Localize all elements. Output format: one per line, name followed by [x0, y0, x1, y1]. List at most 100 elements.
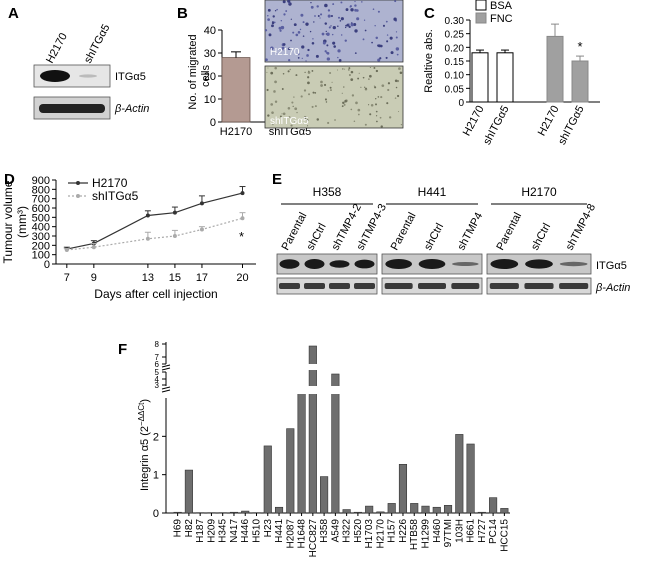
- cell-speck: [292, 31, 295, 34]
- cell-speck: [364, 29, 367, 32]
- cell-speck: [371, 41, 373, 44]
- cell-speck: [395, 86, 398, 89]
- cell-speck: [274, 100, 278, 103]
- y-axis-label-close: ): [139, 399, 151, 403]
- cell-speck: [288, 116, 291, 119]
- x-tick-label: H345: [218, 519, 229, 543]
- cell-speck: [394, 79, 398, 83]
- x-tick-label: 20: [236, 272, 248, 284]
- cell-speck: [343, 86, 345, 88]
- x-tick-label: H358: [319, 519, 330, 543]
- cell-speck: [294, 107, 298, 111]
- micrograph-label-h2170: H2170: [270, 47, 300, 58]
- cell-speck: [267, 8, 271, 12]
- x-tick-label: HTB58: [409, 519, 420, 551]
- band-itga5: [525, 259, 553, 269]
- cell-speck: [287, 0, 291, 3]
- cell-speck: [387, 82, 391, 85]
- cell-speck: [357, 77, 360, 80]
- cell-speck: [300, 13, 304, 17]
- cell-speck: [388, 116, 392, 119]
- cell-speck: [326, 57, 331, 61]
- bar-bsa-1: [496, 52, 514, 103]
- lane-label: shCtrl: [305, 221, 329, 252]
- cell-speck: [293, 23, 297, 27]
- bar-fnc-2: [546, 35, 564, 103]
- cell-speck: [310, 1, 312, 4]
- panel-c-letter: C: [424, 5, 435, 22]
- cell-speck: [327, 121, 330, 125]
- micrograph-label-shitga5: shITGα5: [270, 116, 309, 127]
- cell-speck: [275, 53, 278, 55]
- x-tick-label: H1299: [421, 519, 432, 549]
- cell-speck: [327, 90, 329, 92]
- cell-speck: [266, 88, 269, 92]
- cell-speck: [306, 54, 309, 57]
- cell-speck: [292, 105, 294, 108]
- micrograph-shitga5-cells: [266, 66, 403, 128]
- panel-f-letter: F: [118, 341, 127, 358]
- y-tick-label: 300: [32, 231, 50, 243]
- cell-speck: [332, 25, 336, 30]
- cell-speck: [274, 66, 277, 70]
- cell-speck: [364, 123, 367, 126]
- x-tick-label: H520: [353, 519, 364, 543]
- y-tick-label: 40: [204, 25, 216, 37]
- cell-speck: [271, 24, 274, 28]
- cell-speck: [320, 80, 323, 84]
- cell-speck: [297, 57, 300, 59]
- bar-hcc15: [500, 508, 509, 514]
- cell-speck: [380, 95, 383, 99]
- band-itga5: [385, 259, 412, 269]
- y-tick-label: 5: [155, 368, 160, 377]
- cell-speck: [325, 101, 328, 103]
- y-tick-label: 400: [32, 222, 50, 234]
- data-point-1-0: [64, 248, 69, 252]
- x-tick-label: N417: [229, 519, 240, 543]
- y-tick-label: 200: [32, 240, 50, 252]
- cell-speck: [386, 40, 389, 43]
- cell-speck: [362, 76, 365, 79]
- x-tick-label: H157: [387, 519, 398, 543]
- blot-actin-0: [276, 277, 378, 295]
- cell-speck: [293, 120, 296, 123]
- cell-speck: [344, 99, 347, 103]
- bar-h82: [184, 469, 193, 514]
- bar-htb58: [410, 503, 419, 514]
- cell-speck: [319, 13, 323, 16]
- cell-speck: [396, 53, 399, 56]
- cell-speck: [267, 114, 270, 117]
- x-tick-label: A549: [330, 519, 341, 543]
- data-point-0-3: [172, 210, 177, 215]
- migration-bar-chart: 0 10 20 30 40 No. of migrated cells H2170 shITGα…: [187, 25, 311, 138]
- cell-speck: [344, 39, 347, 42]
- cell-speck: [331, 33, 334, 36]
- cell-speck: [331, 81, 333, 83]
- cell-speck: [291, 101, 294, 104]
- cell-speck: [363, 19, 366, 21]
- cell-speck: [328, 26, 331, 29]
- data-point-1-5: [240, 216, 245, 221]
- cell-speck: [373, 85, 375, 87]
- lane-label: shTMP4: [455, 211, 485, 253]
- cell-speck: [266, 71, 268, 73]
- y-axis-label: Integrin α5 (2−ΔΔCt): [137, 399, 152, 491]
- cell-speck: [390, 51, 394, 55]
- cell-speck: [396, 94, 400, 98]
- y-axis-label: Tumour volume: [1, 180, 15, 263]
- cell-speck: [301, 45, 305, 49]
- band-itga5: [279, 259, 300, 269]
- bar-break-gap: [330, 364, 341, 370]
- cell-speck: [348, 69, 350, 71]
- cell-speck: [357, 108, 361, 112]
- band-itga5: [354, 259, 375, 269]
- x-tick-label: 17: [196, 272, 208, 284]
- x-tick-label: H661: [466, 519, 477, 543]
- band-itga5: [452, 262, 479, 266]
- cell-speck: [355, 101, 358, 105]
- cell-speck: [288, 59, 291, 62]
- cell-speck: [375, 69, 379, 73]
- cell-speck: [319, 17, 321, 19]
- axis-break: [161, 364, 171, 371]
